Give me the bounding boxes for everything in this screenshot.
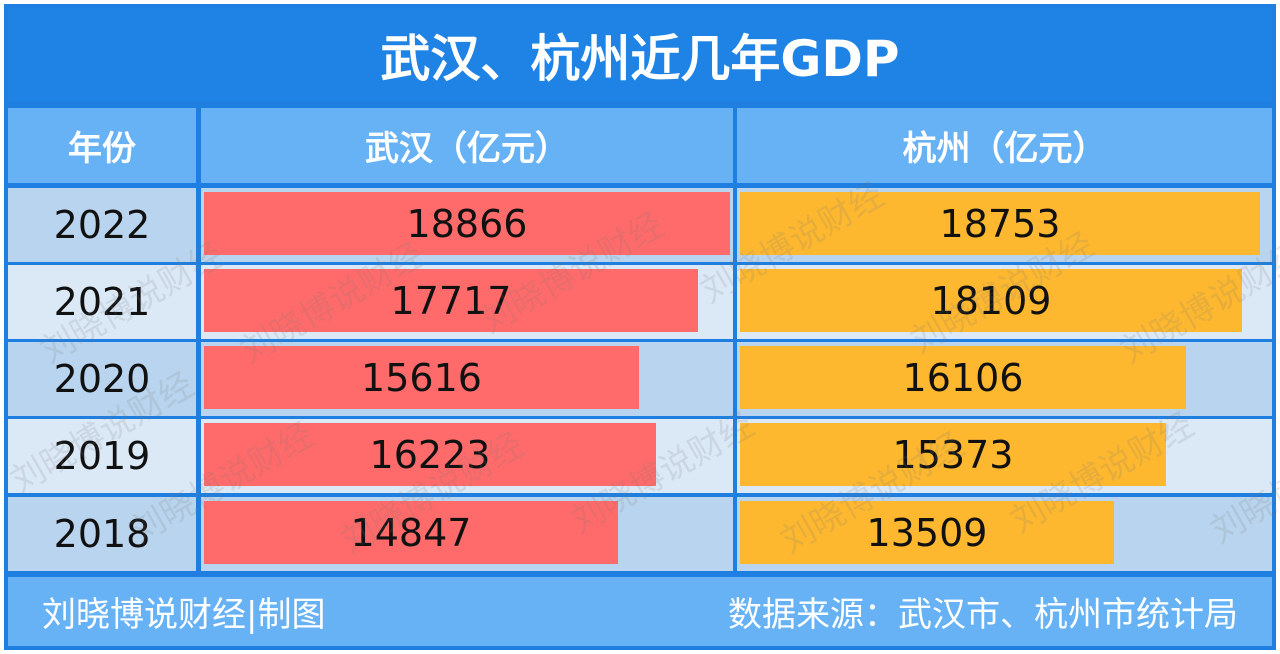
hangzhou-bar: 15373 (740, 423, 1166, 486)
chart-title: 武汉、杭州近几年GDP (8, 8, 1272, 102)
wuhan-bar: 15616 (204, 346, 639, 409)
year-label: 2019 (8, 419, 196, 493)
wuhan-bar: 14847 (204, 501, 618, 564)
footer-source: 数据来源：武汉市、杭州市统计局 (728, 595, 1238, 635)
wuhan-bar: 16223 (204, 423, 656, 486)
footer-credit: 刘晓博说财经|制图 (42, 595, 326, 635)
hangzhou-bar: 18753 (740, 192, 1260, 255)
year-label: 2020 (8, 342, 196, 416)
year-label: 2021 (8, 265, 196, 339)
header-year: 年份 (8, 108, 196, 183)
hangzhou-bar: 18109 (740, 269, 1242, 332)
wuhan-bar: 18866 (204, 192, 730, 255)
footer: 刘晓博说财经|制图 数据来源：武汉市、杭州市统计局 (8, 577, 1272, 646)
hangzhou-bar: 13509 (740, 501, 1114, 564)
header-wuhan: 武汉（亿元） (201, 108, 733, 183)
year-label: 2022 (8, 188, 196, 262)
header-hangzhou: 杭州（亿元） (737, 108, 1272, 183)
year-label: 2018 (8, 497, 196, 571)
hangzhou-bar: 16106 (740, 346, 1186, 409)
wuhan-bar: 17717 (204, 269, 698, 332)
